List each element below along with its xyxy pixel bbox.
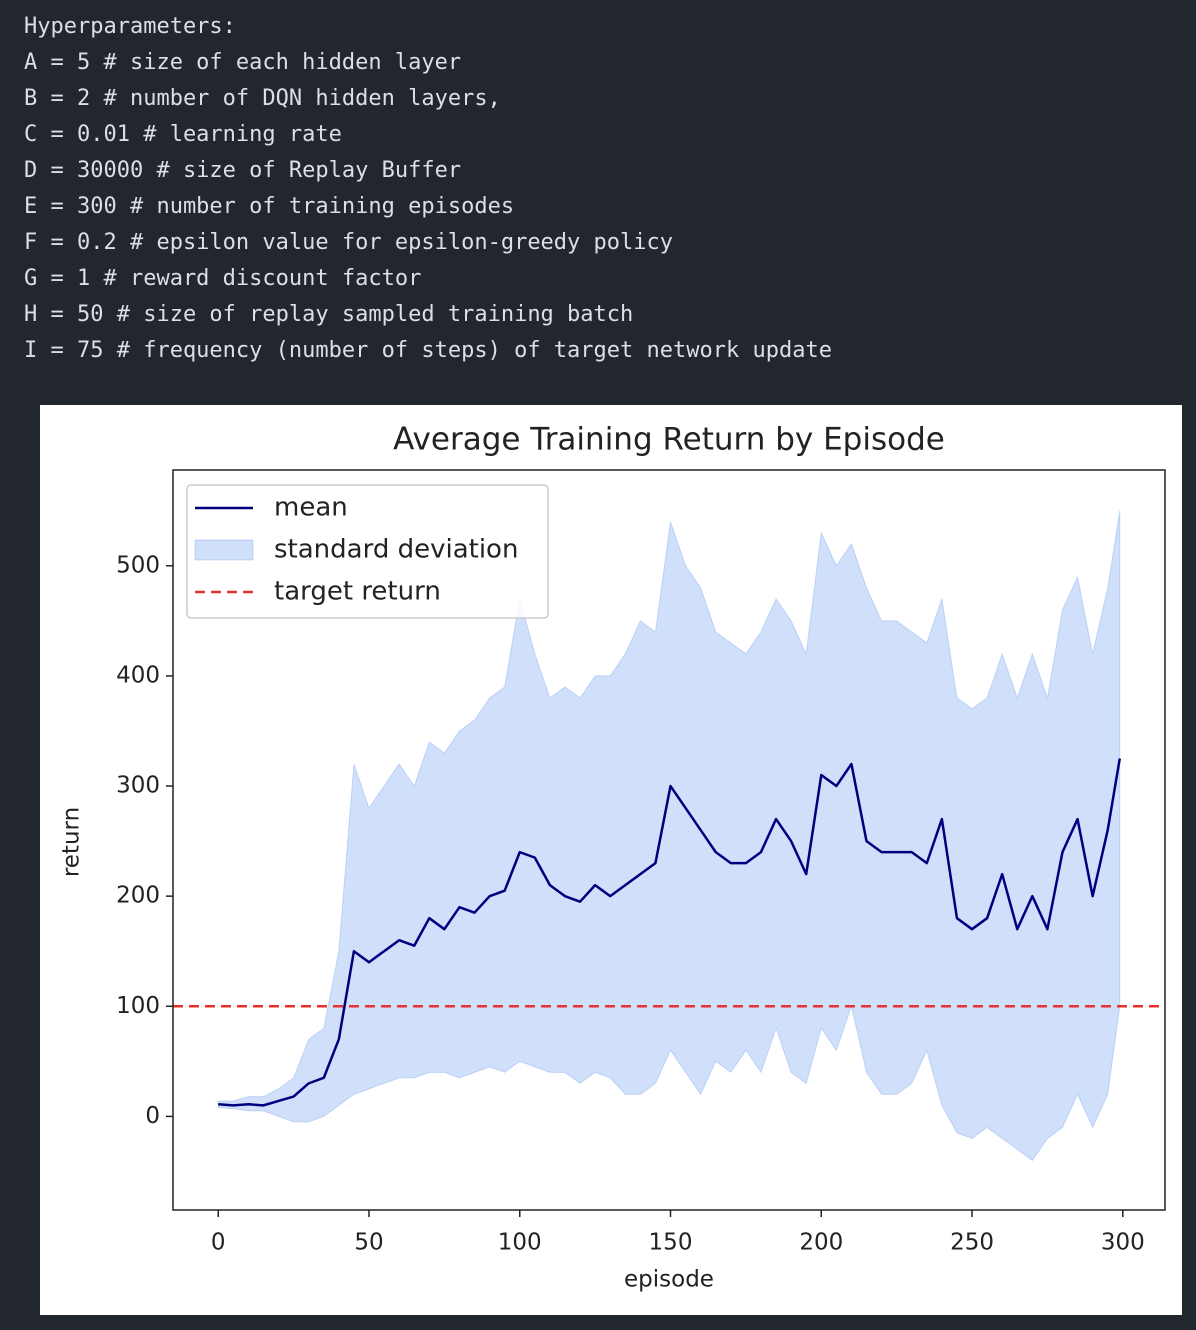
code-heading: Hyperparameters: <box>24 14 236 39</box>
y-tick-label: 400 <box>116 662 160 688</box>
x-tick-label: 300 <box>1101 1230 1145 1256</box>
x-tick-label: 0 <box>211 1230 226 1256</box>
legend-label: target return <box>274 577 441 607</box>
y-tick-label: 100 <box>116 993 160 1019</box>
legend-swatch <box>194 539 254 561</box>
code-line: A = 5 # size of each hidden layer <box>24 50 461 75</box>
legend-label: mean <box>274 493 348 523</box>
code-line: E = 300 # number of training episodes <box>24 194 514 219</box>
y-tick-label: 0 <box>145 1103 160 1129</box>
plot-frame <box>172 469 1166 1211</box>
y-tick-label: 300 <box>116 773 160 799</box>
chart-title: Average Training Return by Episode <box>393 422 945 458</box>
code-line: D = 30000 # size of Replay Buffer <box>24 158 461 183</box>
legend-box <box>186 484 549 619</box>
code-line: H = 50 # size of replay sampled training… <box>24 302 633 327</box>
x-axis-label: episode <box>624 1267 714 1293</box>
legend-label: standard deviation <box>274 535 518 565</box>
y-tick-label: 500 <box>116 552 160 578</box>
y-tick-label: 200 <box>116 883 160 909</box>
code-line: I = 75 # frequency (number of steps) of … <box>24 338 832 363</box>
y-axis-label: return <box>59 807 85 877</box>
mean-line <box>218 758 1122 1107</box>
x-tick-label: 150 <box>649 1230 693 1256</box>
code-line: C = 0.01 # learning rate <box>24 122 342 147</box>
x-tick-label: 200 <box>799 1230 843 1256</box>
code-line: G = 1 # reward discount factor <box>24 266 421 291</box>
x-tick-label: 100 <box>498 1230 542 1256</box>
code-line: B = 2 # number of DQN hidden layers, <box>24 86 501 111</box>
code-line: F = 0.2 # epsilon value for epsilon-gree… <box>24 230 673 255</box>
x-tick-label: 50 <box>354 1230 383 1256</box>
x-tick-label: 250 <box>950 1230 994 1256</box>
